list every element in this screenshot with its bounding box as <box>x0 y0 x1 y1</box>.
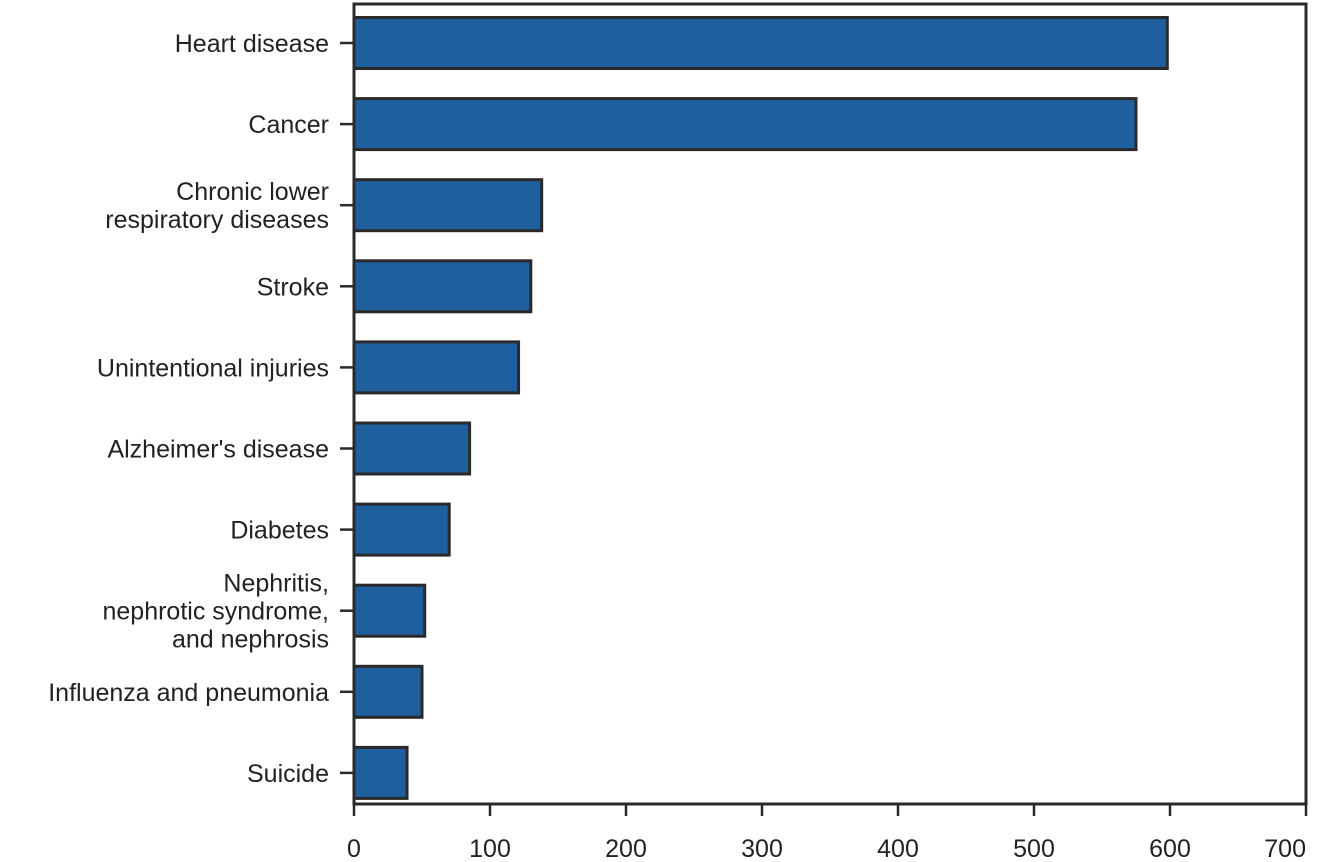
category-label: Alzheimer's disease <box>107 436 329 464</box>
category-label: Stroke <box>257 273 329 301</box>
category-label: Chronic lower respiratory diseases <box>105 178 329 234</box>
category-label: Nephritis, nephrotic syndrome, and nephros… <box>102 570 329 654</box>
bar <box>352 502 451 557</box>
bar <box>352 16 1169 70</box>
x-tick-label: 700 <box>1264 835 1306 862</box>
bar <box>352 745 409 800</box>
category-label: Suicide <box>247 760 329 788</box>
x-tick-label: 200 <box>605 835 647 862</box>
category-labels: Heart disease Cancer Chronic lower respirat… <box>48 30 329 788</box>
category-label: Cancer <box>248 111 329 139</box>
category-label: Unintentional injuries <box>97 354 329 382</box>
bar <box>352 97 1138 152</box>
bar <box>352 259 533 314</box>
x-tick-label: 300 <box>741 835 783 862</box>
plot-frame <box>352 2 1308 806</box>
category-label: Influenza and pneumonia <box>48 679 329 707</box>
bar <box>352 421 472 476</box>
category-label: Heart disease <box>175 30 329 58</box>
bar <box>352 583 427 638</box>
x-tick-label: 0 <box>347 835 361 862</box>
x-tick-label: 500 <box>1013 835 1055 862</box>
bars-group <box>352 16 1169 800</box>
category-label: Diabetes <box>230 517 329 545</box>
bar <box>352 178 544 233</box>
x-tick-label: 400 <box>877 835 919 862</box>
x-axis-ticks <box>352 804 1308 816</box>
bar <box>352 340 521 395</box>
x-tick-label: 600 <box>1149 835 1191 862</box>
x-tick-label: 100 <box>469 835 511 862</box>
bar <box>352 664 424 719</box>
category-ticks <box>340 41 354 775</box>
x-axis-tick-labels: 0 100 200 300 400 500 600 700 <box>347 835 1306 862</box>
